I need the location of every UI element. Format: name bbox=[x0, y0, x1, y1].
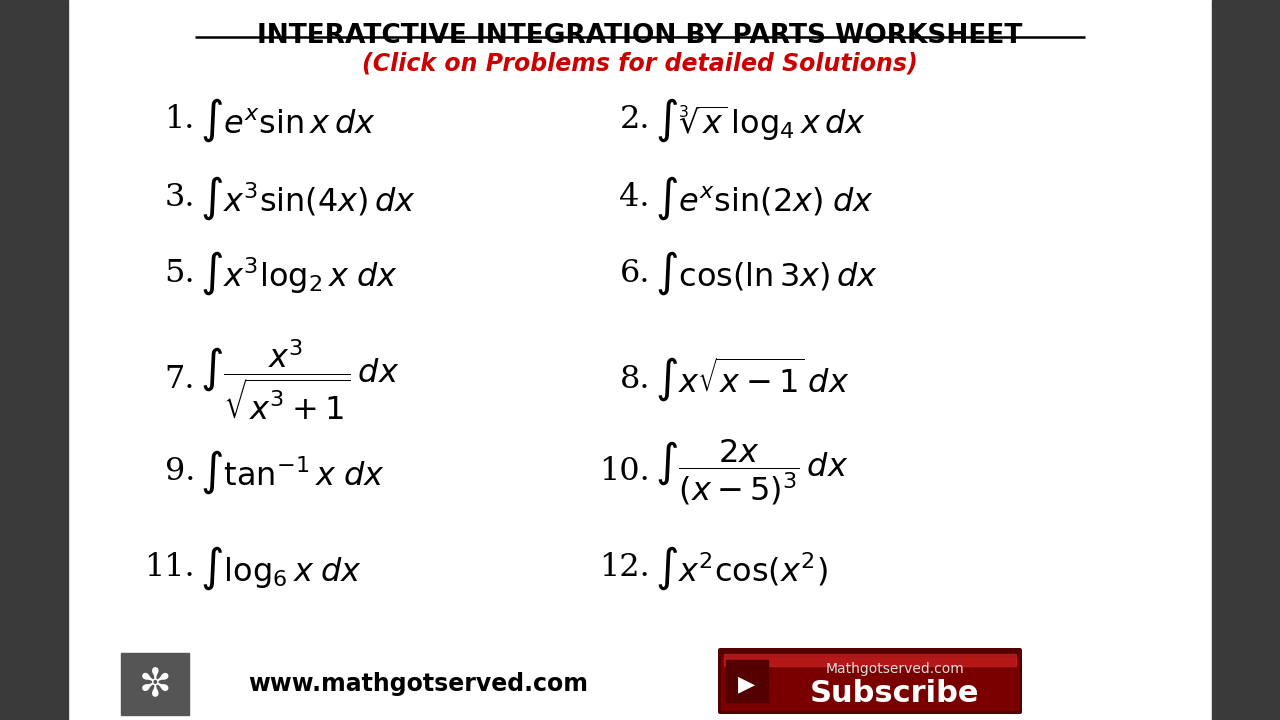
Text: 9.: 9. bbox=[165, 456, 195, 487]
Text: 1.: 1. bbox=[165, 104, 195, 135]
Text: 5.: 5. bbox=[164, 258, 195, 289]
Text: $\int x^2 \cos\!\left(x^2\right)$: $\int x^2 \cos\!\left(x^2\right)$ bbox=[655, 544, 828, 592]
FancyBboxPatch shape bbox=[718, 648, 1021, 714]
Text: $\int e^x \sin x\,dx$: $\int e^x \sin x\,dx$ bbox=[200, 96, 375, 144]
Text: $\int \dfrac{2x}{(x-5)^3}\,dx$: $\int \dfrac{2x}{(x-5)^3}\,dx$ bbox=[655, 437, 849, 507]
Text: INTERATCTIVE INTEGRATION BY PARTS WORKSHEET: INTERATCTIVE INTEGRATION BY PARTS WORKSH… bbox=[257, 23, 1023, 49]
Text: $\int \cos(\ln 3x)\,dx$: $\int \cos(\ln 3x)\,dx$ bbox=[655, 249, 878, 297]
FancyBboxPatch shape bbox=[721, 657, 1019, 711]
Text: Mathgotserved.com: Mathgotserved.com bbox=[826, 662, 964, 676]
Text: $\int x\sqrt{x-1}\,dx$: $\int x\sqrt{x-1}\,dx$ bbox=[655, 356, 849, 404]
Bar bbox=[726, 660, 768, 702]
Text: $\int \dfrac{x^3}{\sqrt{x^3+1}}\,dx$: $\int \dfrac{x^3}{\sqrt{x^3+1}}\,dx$ bbox=[200, 338, 399, 422]
Text: 12.: 12. bbox=[599, 552, 650, 583]
Text: 3.: 3. bbox=[165, 182, 195, 214]
Bar bbox=[122, 653, 189, 715]
Text: $\int x^3 \sin(4x)\,dx$: $\int x^3 \sin(4x)\,dx$ bbox=[200, 174, 416, 222]
Bar bbox=[724, 654, 1016, 666]
Bar bbox=[1212, 0, 1280, 720]
Text: 8.: 8. bbox=[620, 364, 650, 395]
Text: ▶: ▶ bbox=[739, 674, 755, 694]
Text: Subscribe: Subscribe bbox=[810, 680, 979, 708]
Text: (Click on Problems for detailed Solutions): (Click on Problems for detailed Solution… bbox=[362, 52, 918, 76]
Bar bbox=[0, 0, 68, 720]
Text: 2.: 2. bbox=[620, 104, 650, 135]
Text: 4.: 4. bbox=[620, 182, 650, 214]
Text: $\int x^3 \log_2 x\;dx$: $\int x^3 \log_2 x\;dx$ bbox=[200, 249, 398, 297]
Text: 6.: 6. bbox=[620, 258, 650, 289]
Text: 10.: 10. bbox=[599, 456, 650, 487]
Text: $\int \sqrt[3]{x}\,\log_4 x\,dx$: $\int \sqrt[3]{x}\,\log_4 x\,dx$ bbox=[655, 96, 867, 144]
Text: 7.: 7. bbox=[165, 364, 195, 395]
Text: $\int \tan^{-1} x\;dx$: $\int \tan^{-1} x\;dx$ bbox=[200, 448, 384, 496]
Text: ✼: ✼ bbox=[138, 665, 172, 703]
Text: $\int \log_6 x\;dx$: $\int \log_6 x\;dx$ bbox=[200, 544, 362, 592]
Text: www.mathgotserved.com: www.mathgotserved.com bbox=[248, 672, 588, 696]
Text: 11.: 11. bbox=[145, 552, 195, 583]
Text: $\int e^x \sin(2x)\;dx$: $\int e^x \sin(2x)\;dx$ bbox=[655, 174, 874, 222]
